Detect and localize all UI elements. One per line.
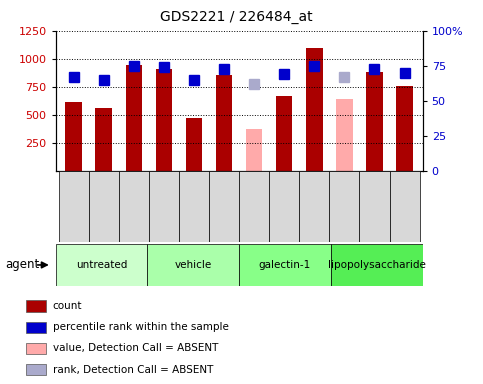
Bar [329, 171, 359, 242]
Bar [389, 171, 420, 242]
Bar [269, 171, 299, 242]
Bar [239, 244, 331, 286]
Text: GDS2221 / 226484_at: GDS2221 / 226484_at [160, 10, 313, 23]
Bar [299, 171, 329, 242]
Bar [149, 171, 179, 242]
Bar [26, 364, 46, 376]
Bar [26, 321, 46, 333]
Bar [359, 171, 389, 242]
Bar [89, 171, 119, 242]
Bar [396, 86, 413, 171]
Bar [276, 96, 293, 171]
Bar [185, 118, 202, 171]
Bar [126, 66, 142, 171]
Bar [246, 129, 262, 171]
Text: value, Detection Call = ABSENT: value, Detection Call = ABSENT [53, 343, 218, 354]
Bar [65, 103, 82, 171]
Text: galectin-1: galectin-1 [259, 260, 311, 270]
Text: vehicle: vehicle [174, 260, 212, 270]
Text: count: count [53, 301, 82, 311]
Text: percentile rank within the sample: percentile rank within the sample [53, 322, 228, 333]
Bar [26, 300, 46, 312]
Text: untreated: untreated [76, 260, 127, 270]
Bar [179, 171, 209, 242]
Bar [26, 343, 46, 354]
Bar [119, 171, 149, 242]
Bar [147, 244, 239, 286]
Bar [366, 72, 383, 171]
Text: lipopolysaccharide: lipopolysaccharide [328, 260, 426, 270]
Bar [58, 171, 89, 242]
Bar [306, 48, 323, 171]
Bar [156, 70, 172, 171]
Bar [331, 244, 423, 286]
Bar [239, 171, 269, 242]
Bar [216, 75, 232, 171]
Text: rank, Detection Call = ABSENT: rank, Detection Call = ABSENT [53, 364, 213, 375]
Text: agent: agent [5, 258, 39, 271]
Bar [56, 244, 147, 286]
Bar [336, 99, 353, 171]
Bar [96, 108, 112, 171]
Bar [209, 171, 239, 242]
